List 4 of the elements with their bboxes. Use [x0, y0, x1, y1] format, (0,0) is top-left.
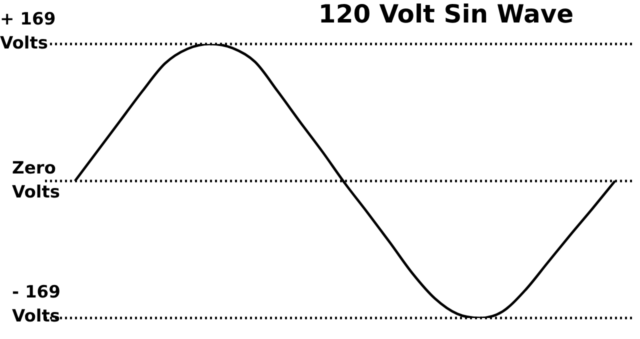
ref-line-label: Zero Volts [12, 158, 60, 202]
chart-title: 120 Volt Sin Wave [318, 0, 574, 28]
ref-line-label: - 169 Volts [12, 282, 60, 326]
ref-line-label: + 169 Volts [0, 9, 56, 54]
